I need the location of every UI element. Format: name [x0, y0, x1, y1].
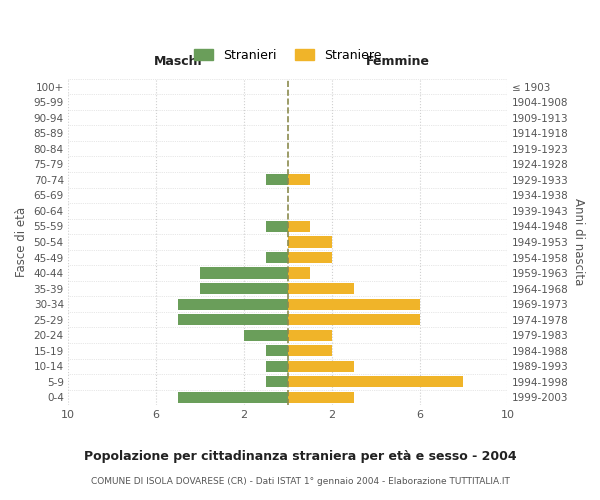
Y-axis label: Anni di nascita: Anni di nascita	[572, 198, 585, 286]
Legend: Stranieri, Straniere: Stranieri, Straniere	[188, 42, 388, 68]
Bar	[287, 252, 332, 263]
Bar	[266, 174, 287, 186]
Bar	[287, 314, 419, 326]
Bar	[287, 174, 310, 186]
Bar	[200, 283, 287, 294]
Bar	[287, 298, 419, 310]
Bar	[266, 376, 287, 388]
Text: Maschi: Maschi	[154, 55, 202, 68]
Bar	[287, 283, 353, 294]
Bar	[287, 376, 463, 388]
Bar	[287, 345, 332, 356]
Bar	[266, 360, 287, 372]
Bar	[244, 330, 287, 341]
Bar	[266, 345, 287, 356]
Bar	[178, 392, 287, 403]
Bar	[178, 298, 287, 310]
Text: Popolazione per cittadinanza straniera per età e sesso - 2004: Popolazione per cittadinanza straniera p…	[83, 450, 517, 463]
Bar	[287, 268, 310, 278]
Text: COMUNE DI ISOLA DOVARESE (CR) - Dati ISTAT 1° gennaio 2004 - Elaborazione TUTTIT: COMUNE DI ISOLA DOVARESE (CR) - Dati IST…	[91, 478, 509, 486]
Bar	[266, 221, 287, 232]
Bar	[266, 252, 287, 263]
Y-axis label: Fasce di età: Fasce di età	[15, 207, 28, 277]
Bar	[287, 360, 353, 372]
Bar	[178, 314, 287, 326]
Bar	[287, 221, 310, 232]
Text: Femmine: Femmine	[365, 55, 430, 68]
Bar	[287, 330, 332, 341]
Bar	[287, 392, 353, 403]
Bar	[287, 236, 332, 248]
Bar	[200, 268, 287, 278]
